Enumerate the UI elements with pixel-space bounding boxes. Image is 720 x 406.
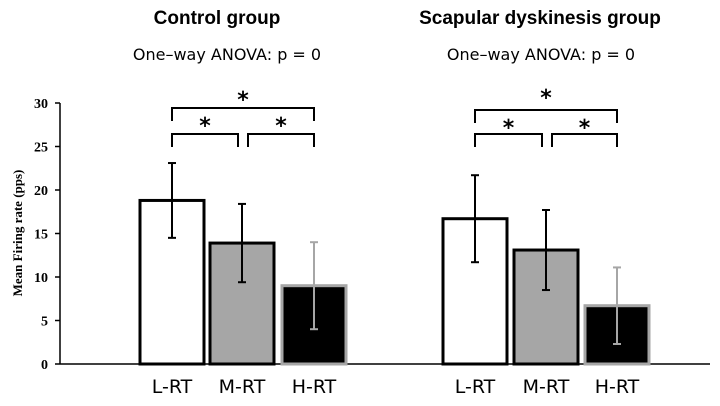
x-tick-label: H-RT <box>292 376 337 398</box>
x-tick-label: M-RT <box>219 376 266 398</box>
y-axis-label: Mean Firing rate (pps) <box>10 170 25 297</box>
control-group-title: Control group <box>154 8 281 29</box>
dyskinesis-anova-label: One–way ANOVA: p = 0 <box>447 45 635 64</box>
significance-bracket <box>247 133 315 147</box>
significance-bracket <box>171 107 315 121</box>
y-tick-label: 30 <box>34 97 48 112</box>
x-tick-label: L-RT <box>152 376 193 398</box>
significance-star: * <box>237 88 249 113</box>
y-tick-label: 25 <box>34 141 48 156</box>
significance-bracket <box>551 133 618 147</box>
significance-bracket <box>474 109 618 123</box>
y-tick-label: 10 <box>34 271 48 286</box>
plot-area: 0 5 10 15 20 25 30 L-RT M-RT H-RT * * * L-RT M-RT H-RT *… <box>34 86 710 398</box>
x-tick-label: H-RT <box>595 376 640 398</box>
dyskinesis-group-title: Scapular dyskinesis group <box>419 8 661 29</box>
y-tick-label: 5 <box>41 315 48 330</box>
significance-star: * <box>275 114 287 139</box>
significance-star: * <box>540 86 552 111</box>
significance-star: * <box>579 116 591 141</box>
significance-star: * <box>199 114 211 139</box>
significance-star: * <box>503 116 515 141</box>
y-tick-label: 15 <box>34 228 48 243</box>
control-anova-label: One–way ANOVA: p = 0 <box>133 45 321 64</box>
significance-bracket <box>171 133 239 147</box>
y-tick-label: 20 <box>34 184 48 199</box>
y-tick-label: 0 <box>41 358 48 373</box>
x-tick-label: L-RT <box>455 376 496 398</box>
x-tick-label: M-RT <box>523 376 570 398</box>
significance-bracket <box>474 133 543 147</box>
